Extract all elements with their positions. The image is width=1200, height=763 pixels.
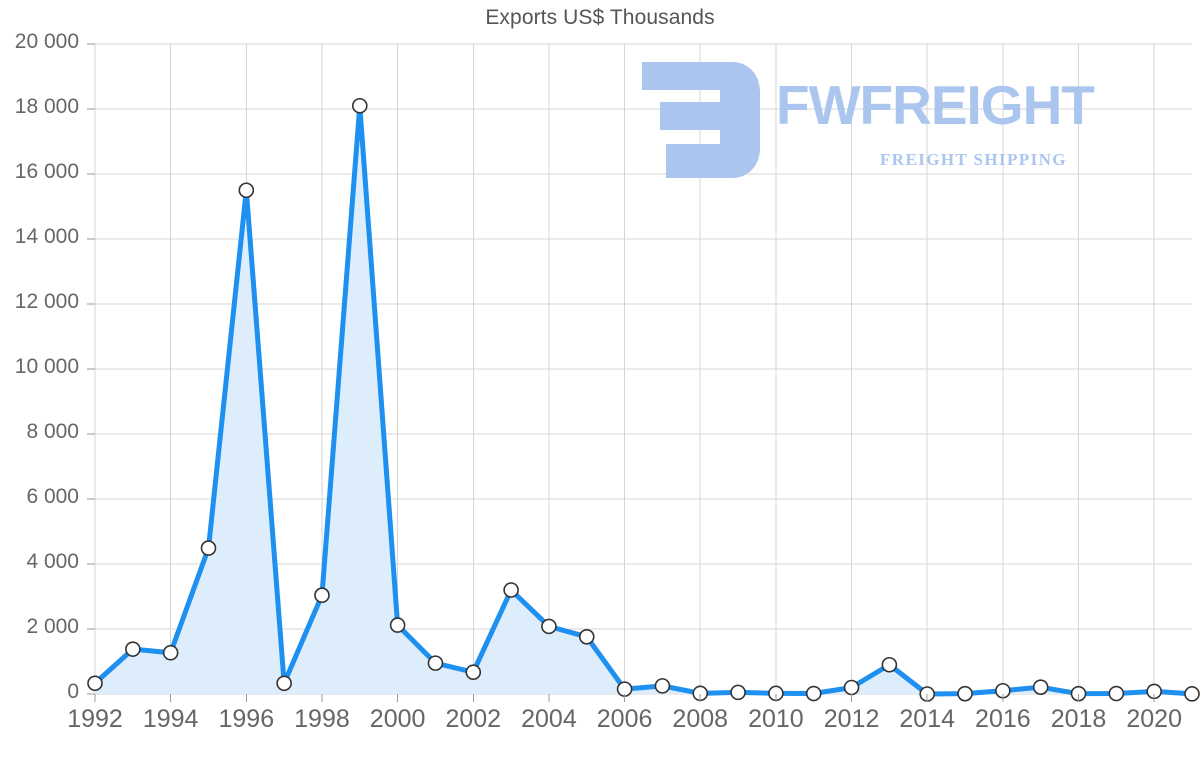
data-point-marker[interactable]	[1032, 679, 1049, 695]
data-point-marker[interactable]	[843, 679, 860, 696]
y-axis-tick-label: 16 000	[14, 160, 79, 183]
x-axis-tick-label: 2000	[369, 705, 426, 733]
data-point-marker[interactable]	[200, 540, 217, 556]
data-point-marker[interactable]	[805, 685, 822, 702]
data-point-marker[interactable]	[351, 97, 368, 114]
x-axis-tick-label: 1996	[218, 705, 275, 733]
data-point-marker[interactable]	[503, 582, 519, 598]
x-axis-tick-label: 2010	[748, 705, 804, 733]
data-point-marker[interactable]	[238, 182, 255, 199]
data-point-marker[interactable]	[730, 684, 746, 701]
axis-tick-marks	[87, 43, 1155, 702]
x-axis-tick-label: 2008	[672, 705, 729, 733]
data-point-marker[interactable]	[881, 656, 898, 673]
x-axis-tick-label: 2020	[1126, 705, 1182, 733]
x-axis-tick-label: 2006	[596, 705, 653, 733]
y-axis-tick-label: 0	[67, 680, 79, 703]
y-axis-tick-label: 4 000	[26, 550, 79, 573]
x-axis-tick-label: 1992	[67, 705, 123, 733]
x-axis-tick-label: 2014	[899, 705, 956, 733]
x-axis-tick-label: 2002	[445, 705, 502, 733]
x-axis-tick-label: 1998	[294, 705, 350, 733]
x-axis-tick-label: 2004	[521, 705, 577, 733]
y-axis-tick-label: 14 000	[14, 225, 79, 248]
area-fill	[95, 105, 1192, 694]
y-axis-tick-label: 10 000	[14, 355, 79, 378]
data-point-marker[interactable]	[465, 664, 482, 681]
data-point-marker[interactable]	[162, 644, 179, 661]
y-axis-tick-label: 12 000	[14, 290, 79, 313]
data-point-marker[interactable]	[541, 618, 557, 635]
data-point-marker[interactable]	[125, 641, 141, 657]
data-point-marker[interactable]	[314, 587, 330, 604]
y-axis-tick-label: 8 000	[26, 420, 79, 443]
y-axis-tick-label: 18 000	[14, 95, 79, 118]
y-axis-tick-label: 6 000	[26, 485, 79, 508]
y-axis-tick-label: 20 000	[14, 30, 79, 53]
data-point-marker[interactable]	[654, 678, 671, 694]
data-point-marker[interactable]	[87, 675, 103, 692]
data-point-marker[interactable]	[578, 628, 595, 645]
data-point-marker[interactable]	[1108, 685, 1125, 702]
x-axis-tick-label: 2018	[1050, 705, 1107, 733]
x-axis-tick-label: 2012	[823, 705, 880, 733]
data-point-marker[interactable]	[276, 675, 292, 692]
data-point-marker[interactable]	[389, 617, 406, 633]
data-point-marker[interactable]	[1184, 686, 1200, 702]
x-axis-tick-label: 2016	[975, 705, 1031, 733]
chart-title: Exports US$ Thousands	[485, 6, 715, 29]
x-axis-tick-label: 1994	[142, 705, 199, 733]
data-point-marker[interactable]	[957, 685, 973, 702]
y-axis-tick-label: 2 000	[26, 615, 79, 638]
data-point-marker[interactable]	[427, 655, 444, 671]
